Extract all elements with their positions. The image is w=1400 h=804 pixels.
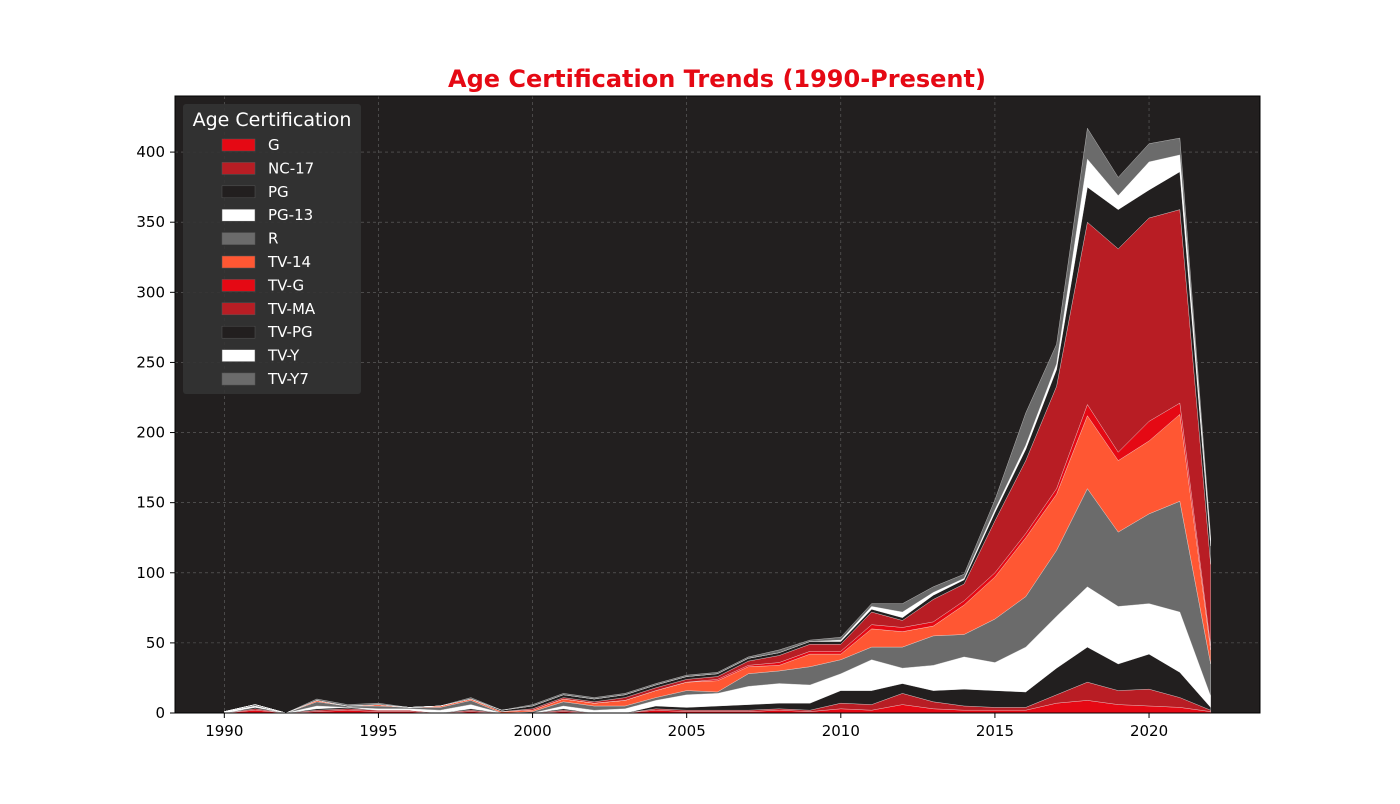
x-tick-label: 2015	[976, 722, 1014, 740]
y-tick-label: 50	[146, 634, 165, 652]
legend-label: PG-13	[268, 206, 313, 224]
legend-label: TV-Y7	[267, 370, 309, 388]
legend-item-r: R	[221, 230, 278, 248]
legend-swatch	[221, 232, 256, 245]
x-tick-label: 2010	[822, 722, 860, 740]
x-axis: 1990 1995 2000 2005 2010 2015 2020	[205, 713, 1168, 740]
y-tick-label: 400	[136, 143, 165, 161]
legend-swatch	[221, 208, 256, 222]
y-tick-label: 200	[136, 424, 165, 442]
legend-item-tv-y7: TV-Y7	[221, 370, 309, 388]
legend-label: PG	[268, 183, 289, 201]
legend-item-tv-g: TV-G	[221, 276, 304, 294]
legend-item-tv-14: TV-14	[221, 253, 311, 271]
legend-label: R	[268, 230, 278, 248]
area-tv-y7	[224, 127, 1211, 714]
legend-label: TV-MA	[267, 300, 316, 318]
x-tick-label: 2005	[668, 722, 706, 740]
legend: Age Certification G NC-17 PG PG-13 R TV-14 TV-…	[183, 104, 361, 394]
chart-title: Age Certification Trends (1990-Present)	[448, 65, 986, 93]
legend-items: G NC-17 PG PG-13 R TV-14 TV-G TV-MA TV-PG TV-Y TV-…	[221, 136, 316, 388]
legend-swatch	[221, 279, 256, 292]
x-tick-label: 1995	[359, 722, 397, 740]
legend-title: Age Certification	[193, 109, 352, 131]
y-tick-label: 350	[136, 213, 165, 231]
legend-item-nc-17: NC-17	[221, 159, 314, 177]
y-tick-label: 300	[136, 283, 165, 301]
y-tick-label: 250	[136, 353, 165, 371]
legend-item-tv-y: TV-Y	[221, 347, 300, 365]
legend-label: TV-14	[267, 253, 311, 271]
legend-label: TV-G	[267, 276, 304, 294]
legend-label: TV-PG	[267, 323, 313, 341]
y-tick-label: 0	[155, 704, 165, 722]
legend-box	[183, 104, 361, 394]
legend-swatch	[221, 162, 256, 175]
legend-swatch	[221, 325, 256, 339]
plot-frame	[174, 95, 1261, 714]
y-axis: 0 50 100 150 200 250 300 350 400	[136, 143, 175, 722]
legend-swatch	[221, 185, 256, 199]
x-tick-label: 1990	[205, 722, 243, 740]
legend-swatch	[221, 138, 256, 152]
legend-label: NC-17	[268, 159, 314, 177]
x-tick-label: 2020	[1130, 722, 1168, 740]
y-tick-label: 150	[136, 494, 165, 512]
legend-item-pg-13: PG-13	[221, 206, 313, 224]
legend-item-tv-ma: TV-MA	[221, 300, 316, 318]
legend-label: TV-Y	[267, 347, 300, 365]
legend-item-pg: PG	[221, 183, 289, 201]
legend-item-g: G	[221, 136, 280, 154]
legend-swatch	[221, 349, 256, 362]
legend-swatch	[221, 302, 256, 316]
area-series	[224, 127, 1211, 714]
x-tick-label: 2000	[513, 722, 551, 740]
legend-swatch	[221, 372, 256, 386]
legend-item-tv-pg: TV-PG	[221, 323, 313, 341]
legend-label: G	[268, 136, 280, 154]
legend-swatch	[221, 255, 256, 269]
y-tick-label: 100	[136, 564, 165, 582]
